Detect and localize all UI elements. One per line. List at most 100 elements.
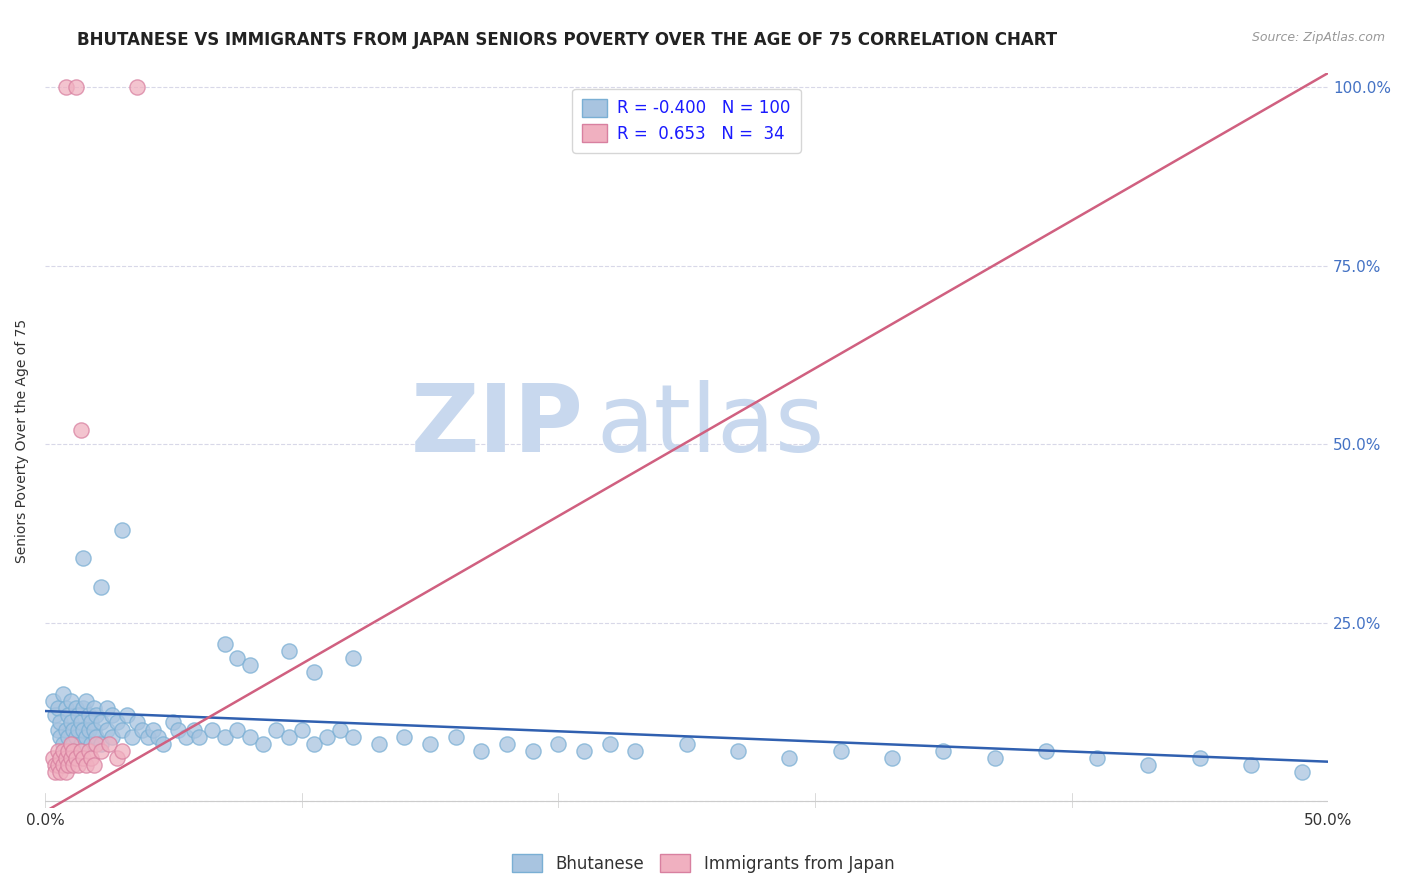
Point — [84, 737, 107, 751]
Text: ZIP: ZIP — [411, 380, 583, 472]
Point — [70, 737, 93, 751]
Point — [142, 723, 165, 737]
Point — [90, 580, 112, 594]
Point — [65, 701, 87, 715]
Point — [304, 737, 326, 751]
Point — [100, 730, 122, 744]
Point — [59, 694, 82, 708]
Point — [121, 730, 143, 744]
Point — [44, 765, 66, 780]
Point — [675, 737, 697, 751]
Point — [1291, 765, 1313, 780]
Point — [55, 701, 77, 715]
Point — [304, 665, 326, 680]
Point — [624, 744, 647, 758]
Point — [52, 737, 75, 751]
Point — [329, 723, 352, 737]
Point — [547, 737, 569, 751]
Point — [342, 730, 364, 744]
Point — [136, 730, 159, 744]
Point — [80, 715, 103, 730]
Point — [41, 751, 63, 765]
Point — [367, 737, 389, 751]
Point — [1035, 744, 1057, 758]
Point — [167, 723, 190, 737]
Point — [52, 687, 75, 701]
Point — [56, 744, 79, 758]
Point — [55, 80, 77, 95]
Point — [49, 751, 72, 765]
Point — [52, 744, 75, 758]
Point — [83, 758, 105, 772]
Point — [183, 723, 205, 737]
Point — [201, 723, 224, 737]
Point — [41, 694, 63, 708]
Point — [83, 701, 105, 715]
Point — [932, 744, 955, 758]
Point — [496, 737, 519, 751]
Point — [84, 730, 107, 744]
Legend: Bhutanese, Immigrants from Japan: Bhutanese, Immigrants from Japan — [505, 847, 901, 880]
Point — [70, 744, 93, 758]
Point — [342, 651, 364, 665]
Point — [75, 730, 97, 744]
Point — [56, 730, 79, 744]
Point — [70, 423, 93, 437]
Point — [62, 744, 84, 758]
Point — [72, 701, 94, 715]
Point — [72, 551, 94, 566]
Point — [46, 701, 69, 715]
Point — [162, 715, 184, 730]
Point — [188, 730, 211, 744]
Point — [444, 730, 467, 744]
Point — [98, 737, 121, 751]
Point — [105, 751, 128, 765]
Point — [131, 723, 153, 737]
Point — [1240, 758, 1263, 772]
Point — [62, 758, 84, 772]
Point — [727, 744, 749, 758]
Point — [226, 723, 249, 737]
Point — [264, 723, 287, 737]
Point — [778, 751, 800, 765]
Point — [226, 651, 249, 665]
Point — [49, 715, 72, 730]
Point — [90, 715, 112, 730]
Point — [55, 765, 77, 780]
Point — [105, 715, 128, 730]
Point — [90, 744, 112, 758]
Text: atlas: atlas — [596, 380, 825, 472]
Point — [67, 708, 90, 723]
Point — [572, 744, 595, 758]
Point — [291, 723, 314, 737]
Point — [65, 80, 87, 95]
Y-axis label: Seniors Poverty Over the Age of 75: Seniors Poverty Over the Age of 75 — [15, 318, 30, 563]
Point — [1137, 758, 1160, 772]
Point — [62, 737, 84, 751]
Point — [111, 523, 134, 537]
Point — [46, 744, 69, 758]
Point — [880, 751, 903, 765]
Point — [316, 730, 339, 744]
Point — [111, 744, 134, 758]
Point — [44, 708, 66, 723]
Point — [174, 730, 197, 744]
Point — [1085, 751, 1108, 765]
Point — [56, 758, 79, 772]
Text: BHUTANESE VS IMMIGRANTS FROM JAPAN SENIORS POVERTY OVER THE AGE OF 75 CORRELATIO: BHUTANESE VS IMMIGRANTS FROM JAPAN SENIO… — [77, 31, 1057, 49]
Point — [239, 658, 262, 673]
Point — [96, 723, 118, 737]
Point — [59, 737, 82, 751]
Point — [80, 751, 103, 765]
Point — [44, 758, 66, 772]
Point — [70, 715, 93, 730]
Point — [72, 751, 94, 765]
Point — [56, 708, 79, 723]
Point — [59, 715, 82, 730]
Point — [96, 701, 118, 715]
Point — [152, 737, 174, 751]
Point — [72, 723, 94, 737]
Point — [49, 730, 72, 744]
Point — [127, 715, 149, 730]
Point — [77, 744, 100, 758]
